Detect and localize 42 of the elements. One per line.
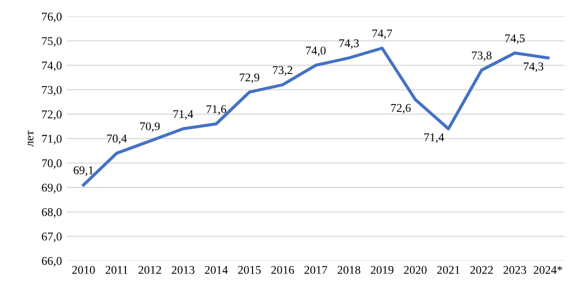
- data-label: 74,3: [339, 39, 359, 49]
- y-tick-label: 75,0: [42, 37, 62, 47]
- data-label: 69,1: [74, 166, 94, 176]
- x-tick-label: 2015: [238, 266, 261, 274]
- x-tick-label: 2013: [172, 266, 194, 274]
- y-tick-label: 71,0: [42, 134, 62, 144]
- y-tick-label: 74,0: [42, 62, 62, 72]
- data-label: 70,4: [107, 134, 127, 144]
- y-tick-label: 72,0: [42, 110, 62, 120]
- data-label: 73,2: [273, 66, 292, 76]
- data-label: 71,6: [206, 105, 226, 115]
- x-tick-label: 2024*: [534, 266, 562, 274]
- x-tick-label: 2023: [503, 266, 526, 274]
- data-label: 72,9: [240, 73, 260, 84]
- x-tick-label: 2010: [72, 266, 95, 274]
- x-tick-label: 2020: [404, 266, 427, 274]
- y-tick-label: 69,0: [42, 184, 62, 194]
- x-tick-label: 2011: [106, 266, 128, 274]
- x-tick-label: 2022: [470, 266, 493, 274]
- y-tick-label: 66,0: [42, 256, 62, 267]
- data-label: 71,4: [173, 110, 194, 120]
- data-label: 74,0: [306, 46, 326, 56]
- y-tick-label: 70,0: [42, 159, 62, 169]
- x-tick-label: 2016: [271, 266, 294, 274]
- x-tick-label: 2017: [304, 266, 328, 274]
- data-label: 72,6: [391, 104, 411, 114]
- data-label: 74,5: [505, 34, 525, 44]
- data-label: 71,4: [424, 133, 444, 143]
- data-label: 74,3: [524, 62, 544, 72]
- data-label: 73,8: [472, 51, 492, 62]
- x-tick-label: 2021: [437, 266, 460, 274]
- y-tick-label: 68,0: [42, 208, 62, 218]
- data-label: 74,7: [372, 30, 392, 40]
- y-tick-label: 67,0: [42, 232, 62, 242]
- x-tick-label: 2012: [138, 266, 162, 274]
- y-tick-label: 73,0: [42, 86, 62, 96]
- x-tick-label: 2014: [204, 266, 228, 274]
- y-axis-title: лет: [28, 130, 34, 147]
- y-tick-label: 76,0: [42, 12, 62, 22]
- data-label: 70,9: [140, 122, 160, 132]
- x-tick-label: 2019: [370, 266, 394, 274]
- x-tick-label: 2018: [338, 266, 360, 274]
